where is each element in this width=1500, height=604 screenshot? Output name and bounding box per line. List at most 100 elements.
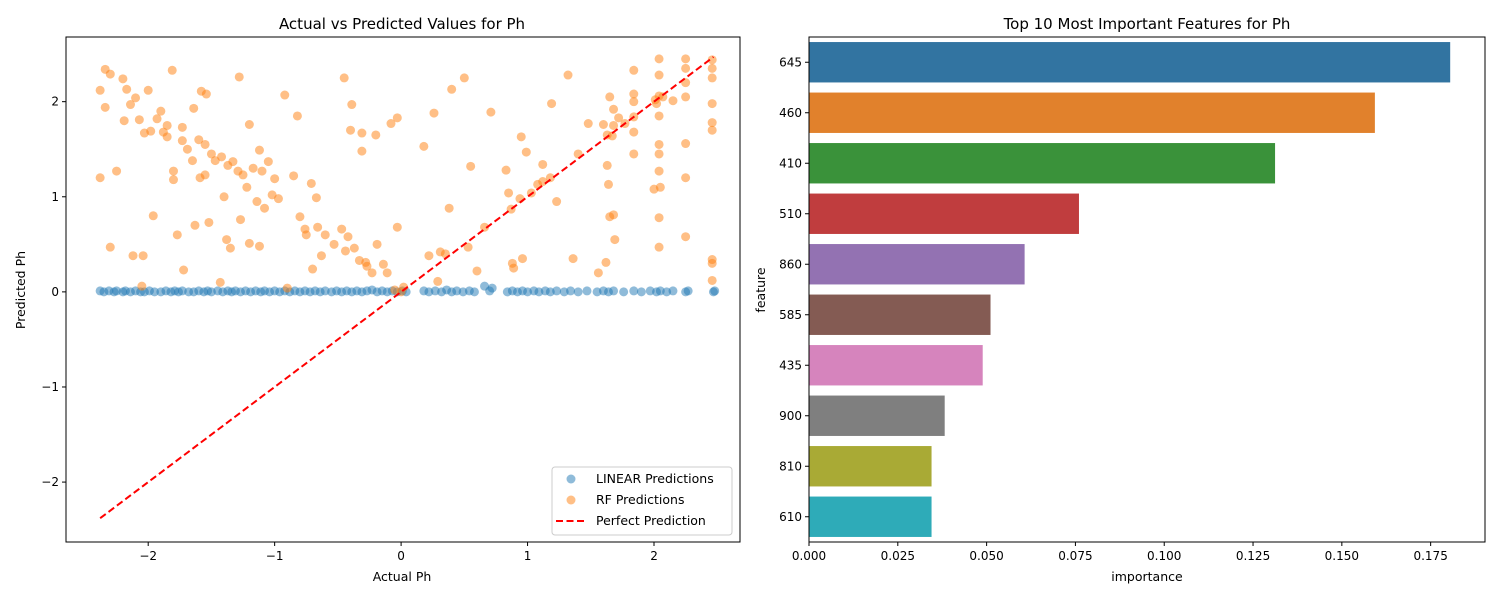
rf-point-135 [552,197,562,207]
feature-bar-460 [809,92,1375,133]
legend-linear-marker [566,474,576,484]
rf-point-148 [607,131,617,141]
scatter-y-tick-label: 2 [51,95,59,109]
rf-point-181 [681,173,691,183]
rf-point-39 [200,170,210,180]
rf-point-94 [362,261,372,271]
rf-point-10 [125,100,135,110]
rf-point-6 [112,166,122,176]
rf-point-57 [244,120,254,129]
rf-point-98 [378,259,388,269]
rf-point-80 [316,251,326,261]
rf-point-116 [466,161,476,171]
scatter-axes-frame [65,36,741,543]
rf-point-115 [463,242,473,252]
rf-point-121 [504,188,514,198]
bar-y-tick-label: 860 [779,257,802,271]
rf-point-176 [681,54,691,64]
rf-point-96 [371,130,381,140]
feature-bar-410 [809,143,1276,184]
scatter-legend: LINEAR Predictions RF Predictions Perfec… [551,466,733,536]
rf-point-42 [204,217,214,227]
bar-x-tick-label: 0.125 [1236,549,1270,563]
rf-point-179 [681,92,691,102]
feature-bar-645 [809,42,1451,83]
rf-point-69 [280,90,290,100]
rf-point-5 [105,242,115,252]
rf-point-47 [219,192,229,202]
rf-point-107 [424,251,434,261]
bar-y-tick-label: 460 [779,106,802,120]
legend-linear-label: LINEAR Predictions [596,471,714,486]
rf-point-103 [392,222,402,232]
rf-point-40 [200,139,210,149]
rf-point-124 [509,263,519,273]
scatter-x-tick-label: 1 [524,549,532,563]
rf-point-190 [707,258,717,268]
bar-x-tick-label: 0.000 [792,549,826,563]
rf-point-152 [610,235,620,245]
rf-point-72 [292,111,302,121]
rf-point-14 [137,281,147,291]
rf-point-187 [707,118,717,128]
rf-point-85 [340,246,350,256]
bar-y-tick-label: 900 [779,409,802,423]
bar-y-tick-label: 435 [779,358,802,372]
rf-point-3 [100,102,110,112]
rf-point-15 [138,251,148,261]
bar-y-tick-label: 510 [779,207,802,221]
linear-point-76 [487,283,497,293]
rf-point-53 [234,72,244,82]
rf-point-175 [668,96,678,106]
feature-bar-435 [809,345,983,386]
rf-point-28 [172,230,182,240]
rf-point-160 [629,149,639,159]
scatter-y-axis: −2 −1 0 1 2 [41,95,66,489]
bar-chart: Top 10 Most Important Features for Ph 0.… [753,15,1486,584]
bar-y-axis-title: feature [753,267,768,312]
rf-point-89 [349,243,359,253]
scatter-plot-area [95,54,720,520]
rf-point-18 [146,126,156,136]
rf-point-55 [238,170,248,180]
rf-point-191 [707,275,717,285]
rf-points [95,54,717,297]
rf-point-140 [593,268,603,278]
rf-point-84 [339,73,349,83]
linear-point-97 [636,287,646,297]
bar-x-tick-label: 0.025 [881,549,915,563]
scatter-y-tick-label: 1 [51,190,59,204]
legend-rf-label: RF Predictions [596,492,684,507]
feature-bar-610 [809,496,932,537]
rf-point-97 [372,239,382,249]
rf-point-81 [320,230,330,240]
perfect-prediction-line [99,56,715,520]
rf-point-50 [225,243,235,253]
rf-point-144 [602,160,612,170]
rf-point-8 [119,116,129,126]
rf-point-114 [459,73,469,83]
rf-point-153 [614,113,624,123]
rf-point-112 [444,203,454,213]
rf-point-145 [603,179,613,189]
rf-point-100 [386,119,396,129]
rf-point-76 [306,178,316,188]
rf-point-70 [282,283,292,293]
rf-point-174 [658,92,668,102]
linear-point-95 [619,287,629,297]
rf-point-155 [629,65,639,75]
rf-point-41 [201,89,211,99]
bar-x-axis: 0.000 0.025 0.050 0.075 0.100 0.125 0.150 0.175 [792,542,1448,563]
rf-point-167 [654,111,664,121]
rf-point-9 [122,84,132,94]
rf-point-126 [516,132,526,142]
rf-point-4 [105,69,115,79]
rf-point-45 [215,277,225,287]
rf-point-132 [538,159,548,169]
rf-point-34 [189,103,199,113]
rf-point-63 [257,166,267,176]
rf-point-33 [187,156,197,166]
rf-point-78 [311,193,321,203]
rf-point-32 [182,144,192,154]
rf-point-62 [254,241,264,251]
